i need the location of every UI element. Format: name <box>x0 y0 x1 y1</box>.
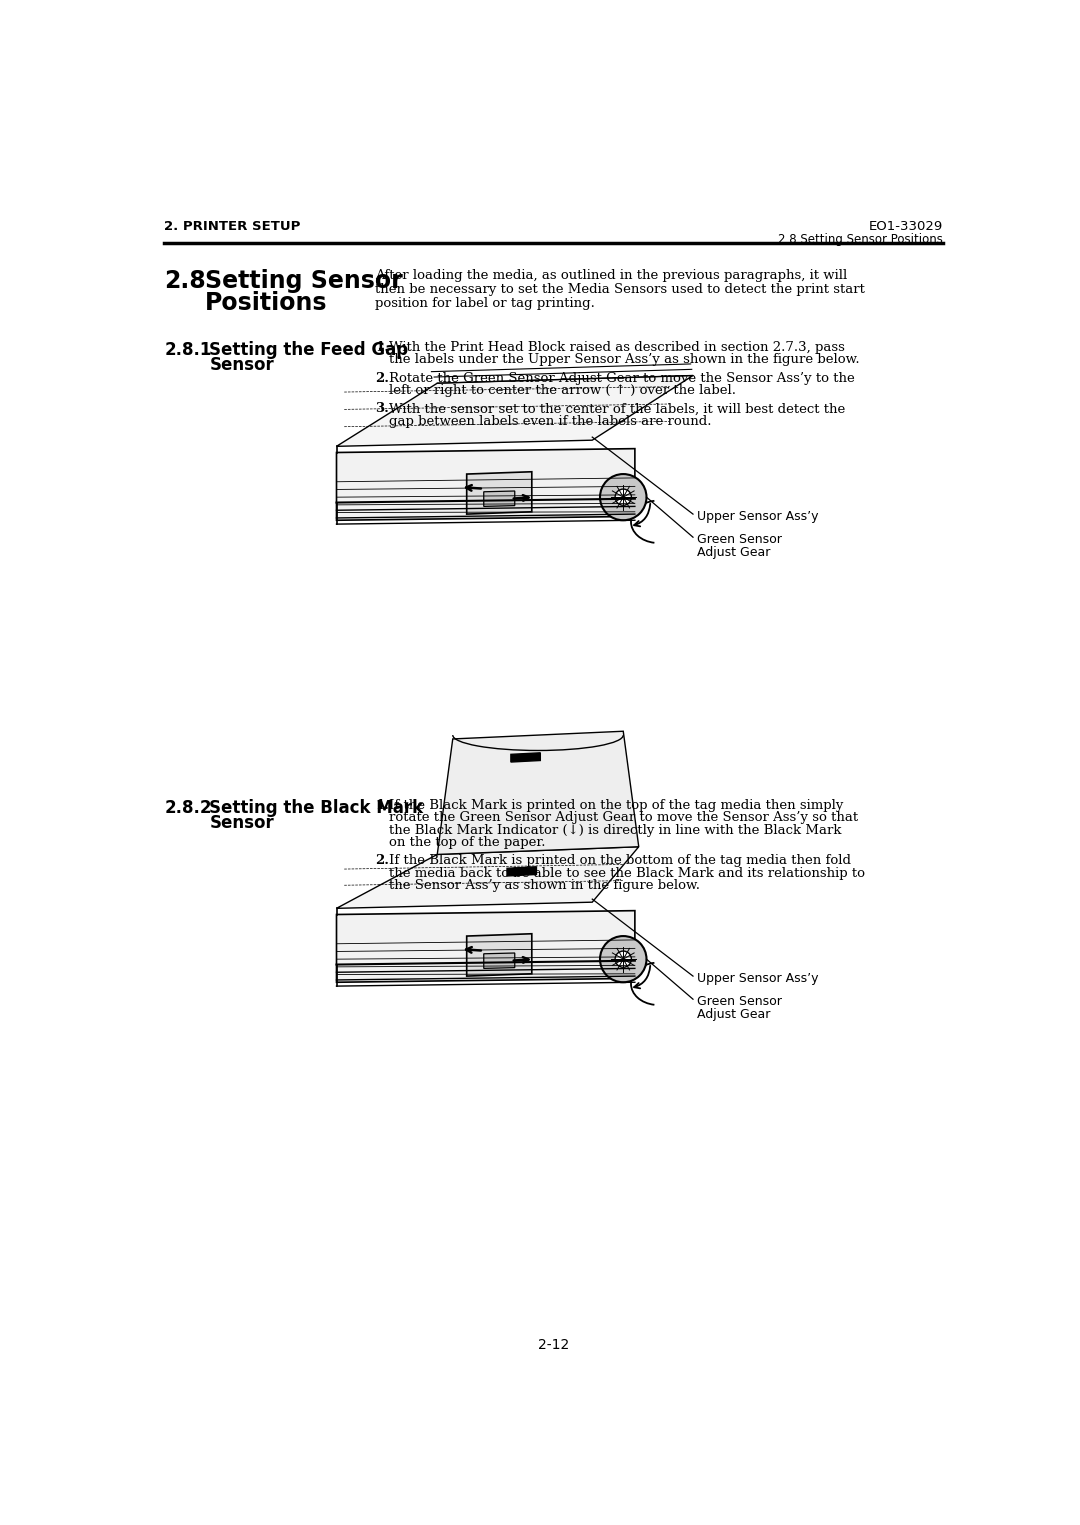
Text: Setting Sensor: Setting Sensor <box>205 270 403 293</box>
Text: With the sensor set to the center of the labels, it will best detect the: With the sensor set to the center of the… <box>389 403 846 415</box>
Text: Green Sensor: Green Sensor <box>697 534 782 546</box>
Text: Upper Sensor Ass’y: Upper Sensor Ass’y <box>697 973 819 985</box>
Polygon shape <box>467 933 531 976</box>
Text: the Sensor Ass’y as shown in the figure below.: the Sensor Ass’y as shown in the figure … <box>389 878 700 892</box>
Text: 2-12: 2-12 <box>538 1337 569 1353</box>
Text: then be necessary to set the Media Sensors used to detect the print start: then be necessary to set the Media Senso… <box>375 284 865 296</box>
Text: Positions: Positions <box>205 291 327 314</box>
Text: Setting the Black Mark: Setting the Black Mark <box>210 799 423 817</box>
Text: EO1-33029: EO1-33029 <box>868 220 943 233</box>
Circle shape <box>616 952 632 967</box>
Circle shape <box>600 936 647 982</box>
Text: Rotate the Green Sensor Adjust Gear to move the Sensor Ass’y to the: Rotate the Green Sensor Adjust Gear to m… <box>389 372 855 384</box>
Text: Setting the Feed Gap: Setting the Feed Gap <box>210 342 408 358</box>
Text: If the Black Mark is printed on the bottom of the tag media then fold: If the Black Mark is printed on the bott… <box>389 854 851 868</box>
Text: 2.: 2. <box>375 372 389 384</box>
Text: left or right to center the arrow ( ↑ ) over the label.: left or right to center the arrow ( ↑ ) … <box>389 384 737 396</box>
Text: 3.: 3. <box>375 403 389 415</box>
Text: gap between labels even if the labels are round.: gap between labels even if the labels ar… <box>389 415 712 429</box>
Text: Green Sensor: Green Sensor <box>697 996 782 1008</box>
Text: the media back to be able to see the Black Mark and its relationship to: the media back to be able to see the Bla… <box>389 866 865 880</box>
Text: the Black Mark Indicator (↓) is directly in line with the Black Mark: the Black Mark Indicator (↓) is directly… <box>389 824 841 837</box>
Text: position for label or tag printing.: position for label or tag printing. <box>375 297 595 310</box>
Text: Adjust Gear: Adjust Gear <box>697 546 770 558</box>
Polygon shape <box>511 753 540 762</box>
Text: 2.8.1: 2.8.1 <box>164 342 212 358</box>
Text: After loading the media, as outlined in the previous paragraphs, it will: After loading the media, as outlined in … <box>375 270 848 282</box>
Text: 2.8: 2.8 <box>164 270 206 293</box>
Text: 2.8 Setting Sensor Positions: 2.8 Setting Sensor Positions <box>778 233 943 246</box>
Text: Sensor: Sensor <box>210 814 274 833</box>
Text: the labels under the Upper Sensor Ass’y as shown in the figure below.: the labels under the Upper Sensor Ass’y … <box>389 354 860 366</box>
Polygon shape <box>507 866 537 875</box>
Circle shape <box>616 490 632 505</box>
Polygon shape <box>437 732 638 854</box>
Polygon shape <box>484 491 515 506</box>
Text: rotate the Green Sensor Adjust Gear to move the Sensor Ass’y so that: rotate the Green Sensor Adjust Gear to m… <box>389 811 859 825</box>
Text: Upper Sensor Ass’y: Upper Sensor Ass’y <box>697 511 819 523</box>
Text: With the Print Head Block raised as described in section 2.7.3, pass: With the Print Head Block raised as desc… <box>389 342 845 354</box>
Text: 2. PRINTER SETUP: 2. PRINTER SETUP <box>164 220 301 233</box>
Polygon shape <box>484 953 515 968</box>
Text: 1.: 1. <box>375 799 389 811</box>
Polygon shape <box>467 471 531 514</box>
Polygon shape <box>337 375 693 447</box>
Text: If the Black Mark is printed on the top of the tag media then simply: If the Black Mark is printed on the top … <box>389 799 843 811</box>
Text: Adjust Gear: Adjust Gear <box>697 1008 770 1020</box>
Polygon shape <box>337 846 638 909</box>
Circle shape <box>600 474 647 520</box>
Text: on the top of the paper.: on the top of the paper. <box>389 836 545 849</box>
Text: Sensor: Sensor <box>210 357 274 374</box>
Text: 1.: 1. <box>375 342 389 354</box>
Polygon shape <box>337 910 635 982</box>
Polygon shape <box>337 448 635 520</box>
Text: 2.: 2. <box>375 854 389 868</box>
Text: 2.8.2: 2.8.2 <box>164 799 212 817</box>
